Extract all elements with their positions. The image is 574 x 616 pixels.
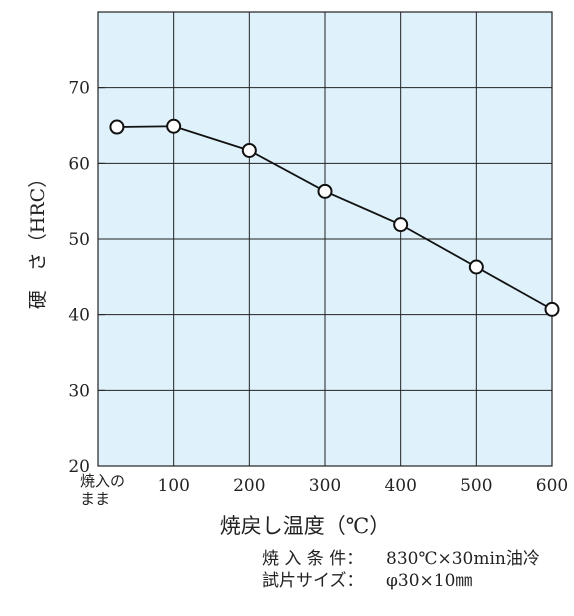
x-tick-label: 焼入の [80, 472, 125, 490]
data-point [241, 142, 257, 158]
x-tick-label: 400 [384, 476, 416, 496]
data-point [166, 118, 182, 134]
x-tick-label: まま [80, 490, 110, 508]
note-label: 試片サイズ： [262, 571, 364, 591]
grid [98, 12, 552, 466]
y-tick-label: 30 [68, 381, 90, 401]
data-point [109, 119, 125, 135]
x-tick-label: 100 [157, 476, 189, 496]
y-axis-ticks: 20 30 40 50 60 70 [68, 79, 105, 477]
data-point [393, 217, 409, 233]
conditions-notes: 焼 入 条 件： 830℃×30min油冷 試片サイズ： φ30×10㎜ [262, 548, 572, 592]
y-axis-label: 硬 さ（HRC） [27, 169, 49, 309]
x-tick-label: 200 [233, 476, 265, 496]
data-point [317, 183, 333, 199]
y-tick-label: 20 [68, 457, 90, 477]
note-specimen-size: 試片サイズ： φ30×10㎜ [262, 570, 572, 592]
y-tick-label: 70 [68, 79, 90, 99]
note-quench-conditions: 焼 入 条 件： 830℃×30min油冷 [262, 548, 572, 570]
x-tick-label: 300 [309, 476, 341, 496]
y-tick-label: 50 [68, 230, 90, 250]
y-tick-label: 40 [68, 306, 90, 326]
note-value: φ30×10㎜ [386, 571, 473, 591]
data-point [468, 259, 484, 275]
note-label: 焼 入 条 件： [262, 549, 364, 569]
x-tick-label: 600 [536, 476, 568, 496]
series [109, 118, 560, 317]
data-point [544, 301, 560, 317]
x-axis-label: 焼戻し温度（℃） [220, 514, 391, 538]
x-tick-label: 500 [460, 476, 492, 496]
note-value: 830℃×30min油冷 [386, 549, 540, 569]
y-tick-label: 60 [68, 154, 90, 174]
